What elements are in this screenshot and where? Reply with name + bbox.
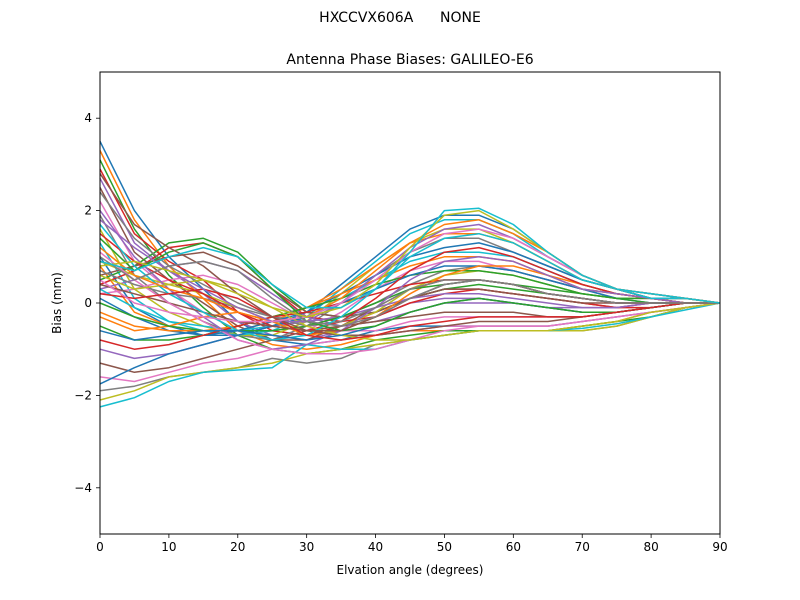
- x-tick-label: 60: [506, 540, 521, 554]
- y-tick-label: −4: [74, 481, 92, 495]
- chart-title: Antenna Phase Biases: GALILEO-E6: [286, 52, 533, 68]
- y-axis: −4 −2 0 2 4: [74, 111, 100, 495]
- x-tick-label: 10: [161, 540, 176, 554]
- x-tick-label: 70: [575, 540, 590, 554]
- figure-suptitle: HXCCVX606A NONE: [319, 10, 481, 26]
- x-tick-label: 0: [96, 540, 104, 554]
- series-line-48: [99, 256, 720, 327]
- y-tick-label: 0: [84, 296, 92, 310]
- x-tick-label: 50: [437, 540, 452, 554]
- series-line-49: [99, 209, 721, 318]
- x-tick-label: 30: [299, 540, 314, 554]
- x-axis-label: Elvation angle (degrees): [337, 563, 484, 577]
- plot-area: [99, 140, 721, 408]
- y-tick-label: 2: [84, 204, 92, 218]
- series-line-50: [99, 207, 721, 309]
- x-axis: 0 10 20 30 40 50 60 70 80 90: [96, 534, 728, 554]
- y-tick-label: 4: [84, 111, 92, 125]
- y-axis-label: Bias (mm): [50, 272, 64, 334]
- x-tick-label: 90: [712, 540, 727, 554]
- x-tick-label: 40: [368, 540, 383, 554]
- x-tick-label: 80: [643, 540, 658, 554]
- x-tick-label: 20: [230, 540, 245, 554]
- y-tick-label: −2: [74, 388, 92, 402]
